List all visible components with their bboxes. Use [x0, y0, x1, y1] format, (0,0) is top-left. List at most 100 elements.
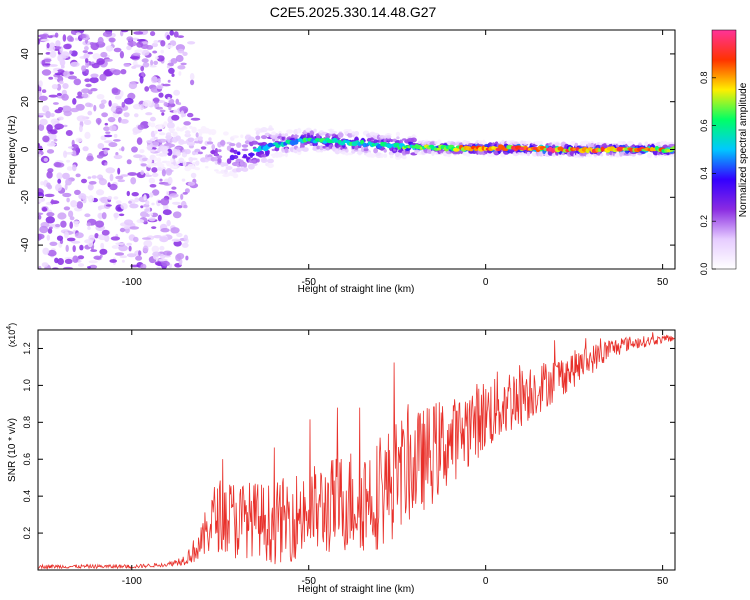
spectrogram-cell	[108, 100, 112, 107]
spectrogram-cell	[192, 161, 197, 165]
spectrogram-cell	[89, 264, 98, 269]
spectrogram-cell	[143, 194, 147, 201]
spectrogram-cell	[154, 261, 162, 266]
spectrogram-y-tick-label: -40	[20, 237, 31, 252]
spectrogram-cell	[70, 50, 78, 57]
spectrogram-cell	[154, 156, 158, 162]
spectrogram-cell	[174, 146, 182, 149]
spectrogram-cell	[132, 52, 141, 56]
spectrogram-cell	[72, 245, 76, 253]
spectrogram-cell	[136, 41, 144, 48]
spectrogram-cell	[46, 212, 55, 217]
spectrogram-cell	[119, 227, 126, 233]
spectrogram-cell	[166, 65, 170, 69]
snr-x-tick-label: 0	[483, 576, 489, 587]
spectrogram-cell	[133, 154, 143, 159]
spectrogram-cell	[156, 55, 165, 62]
spectrogram-cell	[219, 140, 226, 146]
spectrogram-cell	[167, 97, 171, 101]
spectrogram-cell	[114, 252, 125, 256]
spectrogram-y-tick-label: 20	[20, 96, 31, 108]
spectrogram-cell	[195, 160, 200, 166]
spectrogram-cell	[232, 155, 239, 159]
spectrogram-cell	[70, 200, 78, 208]
spectrogram-cell	[170, 158, 174, 163]
spectrogram-cell	[129, 56, 140, 60]
spectrogram-cell	[277, 151, 283, 158]
spectrogram-cell	[214, 169, 219, 172]
spectrogram-cell	[180, 193, 184, 200]
spectrogram-cell	[105, 204, 112, 207]
spectrogram-cell	[46, 149, 55, 154]
spectrogram-cell	[271, 131, 277, 136]
spectrogram-cell	[167, 79, 171, 83]
spectrogram-cell	[369, 153, 376, 158]
spectrogram-cell	[165, 168, 173, 176]
spectrogram-cell	[109, 183, 118, 191]
spectrogram-cell	[187, 112, 194, 118]
snr-y-tick-label: 1.0	[22, 379, 32, 392]
spectrogram-cell	[512, 141, 520, 145]
snr-frame	[37, 329, 676, 571]
spectrogram-cell	[194, 167, 201, 171]
spectrogram-cell	[183, 204, 188, 209]
spectrogram-cell	[399, 139, 403, 145]
colorbar-tick-label: 0.0	[699, 263, 709, 276]
spectrogram-cell	[119, 255, 128, 259]
spectrogram-cell	[127, 40, 137, 47]
spectrogram-cell	[638, 143, 642, 146]
spectrogram-cell	[115, 175, 124, 180]
spectrogram-cell	[113, 196, 119, 200]
spectrogram-cell	[88, 260, 98, 264]
spectrogram-cell	[347, 152, 354, 156]
spectrogram-cell	[47, 133, 57, 140]
spectrogram-cell	[105, 167, 116, 174]
spectrogram-cell	[281, 153, 286, 157]
spectrogram-cell	[134, 49, 144, 53]
spectrogram-cell	[121, 101, 126, 108]
snr-line	[38, 332, 675, 570]
spectrogram-cell	[242, 154, 248, 158]
spectrogram-cell	[171, 73, 175, 77]
spectrogram-cell	[182, 192, 188, 195]
spectrogram-cell	[40, 181, 45, 186]
spectrogram-cell	[66, 197, 70, 203]
spectrogram-y-tick-label: -20	[20, 190, 31, 205]
spectrogram-y-tick-label: 40	[20, 48, 31, 60]
spectrogram-cell	[100, 99, 107, 105]
spectrogram-cell	[149, 184, 157, 188]
spectrogram-cell	[38, 214, 42, 220]
spectrogram-cell	[126, 242, 132, 246]
spectrogram-cell	[73, 78, 82, 86]
spectrogram-cell	[38, 153, 42, 157]
spectrogram-cell	[172, 211, 182, 219]
spectrogram-cell	[157, 200, 162, 203]
spectrogram-cell	[101, 147, 110, 151]
spectrogram-cell	[396, 136, 400, 140]
spectrogram-cell	[123, 226, 130, 230]
spectrogram-cell	[181, 178, 186, 182]
spectrogram-cell	[284, 151, 288, 158]
spectrogram-cell	[84, 213, 91, 218]
spectrogram-cell	[67, 35, 73, 42]
spectrogram-cell	[99, 248, 108, 255]
spectrogram-cell	[101, 229, 110, 236]
spectrogram-cell	[401, 155, 407, 160]
spectrogram-cell	[153, 130, 158, 135]
colorbar-label: Normalized spectral amplitude	[738, 82, 749, 217]
spectrogram-cell	[255, 158, 260, 163]
spectrogram-cell	[146, 139, 153, 144]
spectrogram-cell	[63, 266, 73, 269]
spectrogram-cell	[181, 242, 189, 248]
spectrogram-cell	[166, 34, 171, 40]
spectrogram-cell	[94, 233, 99, 239]
spectrogram-marks	[38, 30, 675, 269]
spectrogram-cell	[55, 183, 62, 192]
spectrogram-cell	[140, 263, 147, 269]
spectrogram-cell	[107, 182, 111, 188]
spectrogram-panel: -100 -50 0 50 -40 -20 0 20 40 Height of straigh…	[7, 29, 676, 295]
spectrogram-cell	[107, 195, 113, 200]
spectrogram-cell	[229, 143, 236, 147]
spectrogram-cell	[104, 134, 113, 138]
spectrogram-cell	[142, 237, 151, 240]
